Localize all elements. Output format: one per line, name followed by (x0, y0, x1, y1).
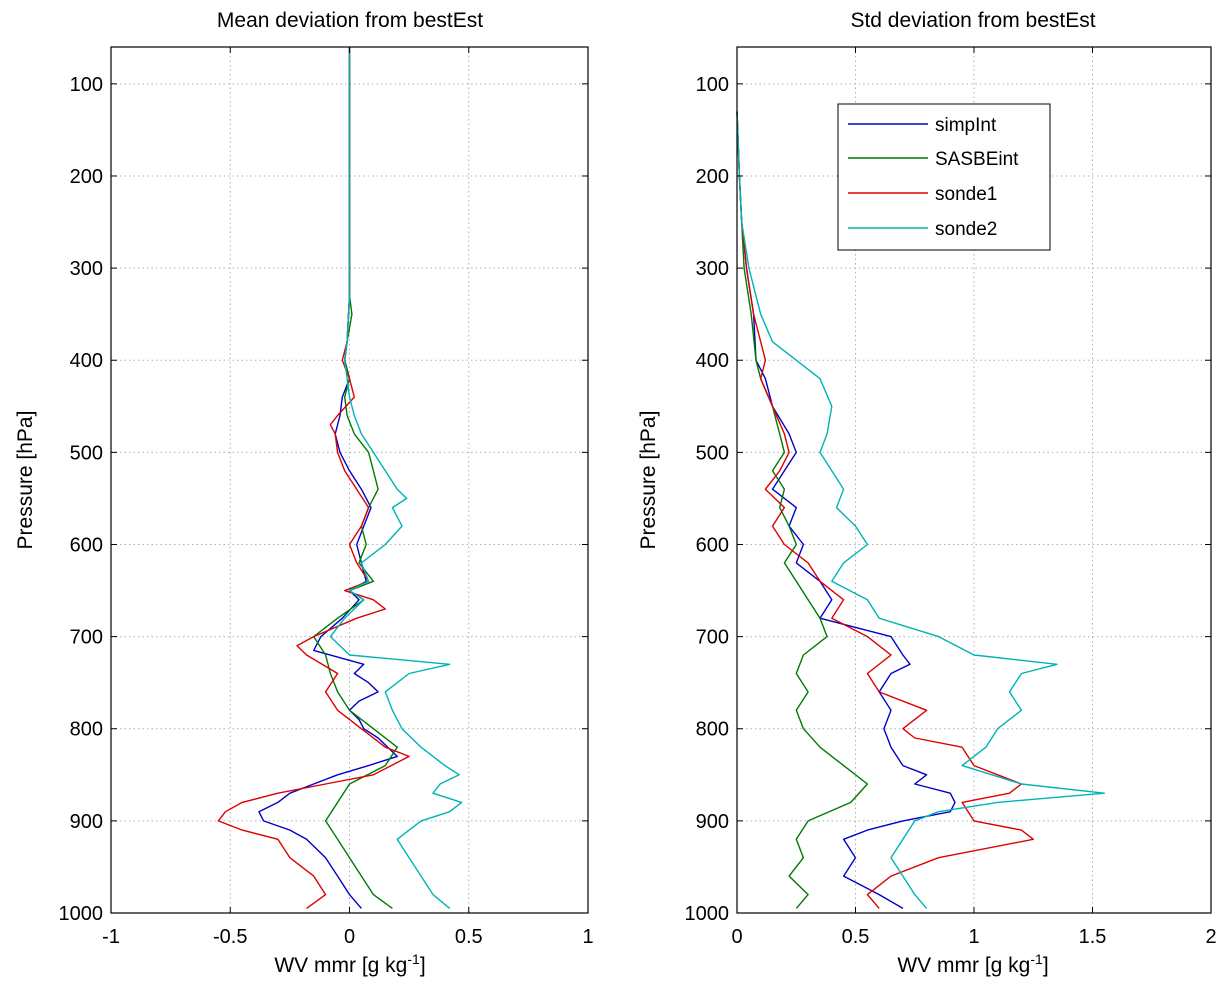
y-tick-label: 700 (696, 627, 729, 649)
std-panel-y-axis-label: Pressure [hPa] (637, 411, 660, 550)
y-tick-label: 200 (70, 166, 103, 188)
y-tick-label: 800 (70, 719, 103, 741)
std-x-label-main: WV mmr [g kg (897, 954, 1030, 977)
y-tick-label: 700 (70, 627, 103, 649)
x-tick-label: 1 (968, 926, 979, 948)
series-line-sonde2 (736, 111, 1106, 909)
std-deviation-panel: Std deviation from bestEst 0 0.5 1 1.5 2 100 2… (637, 9, 1217, 977)
std-panel-x-axis-label: WV mmr [g kg-1] (897, 951, 1048, 977)
legend-label-simpInt: simpInt (935, 115, 997, 136)
mean-panel-ticks: -1 -0.5 0 0.5 1 100 200 300 400 500 600 700 800 900 10… (59, 47, 594, 948)
mean-x-label-end: ] (420, 954, 426, 977)
series-line-SASBEint (736, 111, 869, 909)
x-tick-label: 0 (344, 926, 355, 948)
y-tick-label: 900 (696, 811, 729, 833)
x-tick-label: 0.5 (842, 926, 870, 948)
x-tick-label: 0.5 (455, 926, 483, 948)
mean-x-label-exp: -1 (407, 951, 420, 967)
y-tick-label: 600 (70, 534, 103, 556)
legend-label-sonde1: sonde1 (935, 184, 997, 205)
y-tick-label: 1000 (685, 903, 730, 925)
series-line-sonde1 (736, 111, 1035, 909)
std-panel-series (736, 111, 1106, 910)
y-tick-label: 800 (696, 719, 729, 741)
y-tick-label: 500 (70, 442, 103, 464)
x-tick-label: 1.5 (1079, 926, 1107, 948)
y-tick-label: 600 (696, 534, 729, 556)
x-tick-label: -0.5 (213, 926, 247, 948)
y-tick-label: 300 (70, 258, 103, 280)
mean-panel-x-axis-label: WV mmr [g kg-1] (274, 951, 425, 977)
x-tick-label: 0 (731, 926, 742, 948)
x-tick-label: -1 (102, 926, 120, 948)
y-tick-label: 100 (70, 74, 103, 96)
y-tick-label: 200 (696, 166, 729, 188)
y-tick-label: 400 (70, 350, 103, 372)
series-line-sonde1 (217, 47, 410, 909)
series-line-sonde2 (329, 47, 463, 909)
mean-x-label-main: WV mmr [g kg (274, 954, 407, 977)
mean-panel-series (217, 47, 463, 909)
std-panel-ticks: 0 0.5 1 1.5 2 100 200 300 400 500 600 700 800 900 1000 (685, 47, 1217, 948)
y-tick-label: 1000 (59, 903, 104, 925)
legend-label-sonde2: sonde2 (935, 219, 997, 240)
legend-box (837, 103, 1051, 251)
std-panel-title: Std deviation from bestEst (850, 9, 1095, 32)
legend-label-SASBEint: SASBEint (935, 149, 1019, 170)
mean-deviation-panel: Mean deviation from bestEst -1 -0.5 0 0.5 1 1… (14, 9, 594, 977)
mean-panel-y-axis-label: Pressure [hPa] (14, 411, 37, 550)
y-tick-label: 400 (696, 350, 729, 372)
x-tick-label: 1 (582, 926, 593, 948)
y-tick-label: 500 (696, 442, 729, 464)
x-tick-label: 2 (1205, 926, 1216, 948)
mean-panel-title: Mean deviation from bestEst (217, 9, 483, 32)
y-tick-label: 900 (70, 811, 103, 833)
std-x-label-exp: -1 (1030, 951, 1043, 967)
y-tick-label: 300 (696, 258, 729, 280)
std-x-label-end: ] (1043, 954, 1049, 977)
legend: simpInt SASBEint sonde1 sonde2 (837, 103, 1051, 251)
y-tick-label: 100 (696, 74, 729, 96)
series-line-simpInt (258, 47, 398, 909)
